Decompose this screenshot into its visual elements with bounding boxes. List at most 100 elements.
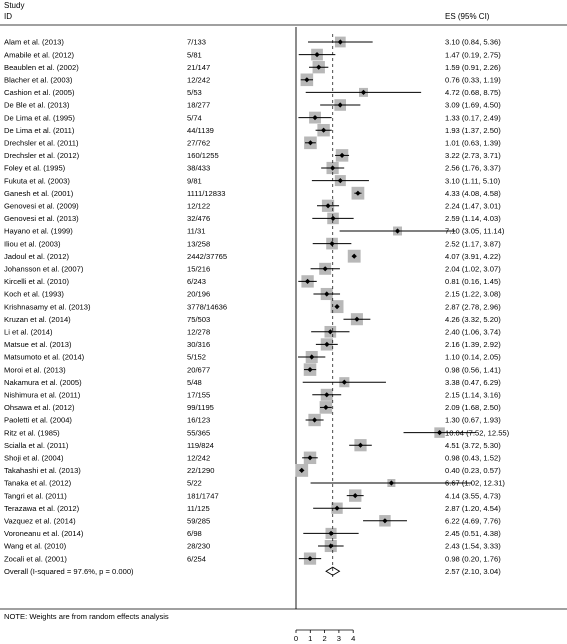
study-id-label: Alam et al. (2013) [4,38,64,47]
study-events-label: 5/53 [187,88,202,97]
study-es-label: 2.15 (1.22, 3.08) [445,290,501,299]
study-events-label: 99/1195 [187,403,214,412]
effect-point [334,505,340,511]
study-events-label: 15/216 [187,265,210,274]
header-id: ID [4,12,12,21]
effect-point [337,102,343,108]
study-events-label: 30/316 [187,340,210,349]
effect-point [324,341,330,347]
effect-point [382,518,388,524]
effect-point [324,291,330,297]
study-id-label: Genovesi et al. (2013) [4,214,79,223]
study-events-label: 21/147 [187,63,210,72]
study-es-label: 4.07 (3.91, 4.22) [445,252,501,261]
study-id-label: Moroi et al. (2013) [4,365,66,374]
x-tick-label: 4 [351,634,355,643]
effect-point [316,64,322,70]
study-events-label: 17/155 [187,391,210,400]
study-es-label: 2.87 (2.78, 2.96) [445,302,501,311]
study-id-label: De Ble et al. (2013) [4,101,70,110]
effect-point [357,442,364,448]
study-id-label: Genovesi et al. (2009) [4,202,79,211]
effect-point [328,543,334,549]
study-events-label: 38/433 [187,164,210,173]
effect-point [355,190,361,196]
effect-point [394,228,401,234]
study-es-label: 1.93 (1.37, 2.50) [445,126,501,135]
effect-point [299,467,305,473]
study-id-label: Amabile et al. (2012) [4,50,75,59]
study-es-label: 2.40 (1.06, 3.74) [445,328,501,337]
study-id-label: Beaublen et al. (2002) [4,63,79,72]
overall-es-label: 2.57 (2.10, 3.04) [445,567,501,576]
study-events-label: 16/123 [187,416,210,425]
study-id-label: Ohsawa et al. (2012) [4,403,75,412]
study-es-label: 4.33 (4.08, 4.58) [445,189,501,198]
study-es-label: 0.98 (0.56, 1.41) [445,365,501,374]
study-events-label: 5/152 [187,353,206,362]
effect-point [314,52,320,58]
effect-point [307,556,313,562]
study-es-label: 6.67 (1.02, 12.31) [445,479,505,488]
study-id-label: Nakamura et al. (2005) [4,378,82,387]
study-events-label: 5/74 [187,113,202,122]
study-es-label: 2.24 (1.47, 3.01) [445,202,501,211]
study-id-label: Li et al. (2014) [4,328,53,337]
study-events-label: 59/285 [187,517,210,526]
study-id-label: Terazawa et al. (2012) [4,504,80,513]
study-events-label: 181/1747 [187,491,219,500]
study-events-label: 32/476 [187,214,210,223]
study-id-label: Drechsler et al. (2011) [4,139,79,148]
effect-point [323,404,329,410]
study-es-label: 4.26 (3.32, 5.20) [445,315,501,324]
study-es-label: 1.10 (0.14, 2.05) [445,353,501,362]
study-events-label: 11/125 [187,504,210,513]
study-events-label: 12/242 [187,454,210,463]
study-id-label: Shoji et al. (2004) [4,454,64,463]
study-events-label: 9/81 [187,176,202,185]
study-es-label: 3.09 (1.69, 4.50) [445,101,501,110]
study-events-label: 160/1255 [187,151,219,160]
study-es-label: 2.04 (1.02, 3.07) [445,265,501,274]
study-id-label: De Lima et al. (1995) [4,113,75,122]
study-es-label: 7.10 (3.05, 11.14) [445,227,505,236]
study-events-label: 22/1290 [187,466,214,475]
x-tick-label: 3 [337,634,341,643]
study-id-label: Iliou et al. (2003) [4,239,61,248]
weights-note: NOTE: Weights are from random effects an… [4,612,169,621]
study-id-label: Matsue et al. (2013) [4,340,72,349]
effect-point [337,178,343,184]
study-id-label: Tanaka et al. (2012) [4,479,72,488]
study-events-label: 6/254 [187,554,206,563]
study-es-label: 1.01 (0.63, 1.39) [445,139,501,148]
study-es-label: 2.15 (1.14, 3.16) [445,391,501,400]
study-id-label: Takahashi et al. (2013) [4,466,81,475]
study-events-label: 75/503 [187,315,210,324]
study-events-label: 3778/14636 [187,302,227,311]
effect-point [360,89,367,95]
study-es-label: 2.59 (1.14, 4.03) [445,214,501,223]
effect-point [330,215,336,221]
effect-point [307,455,313,461]
study-es-label: 10.04 (7.52, 12.55) [445,428,510,437]
study-es-label: 0.76 (0.33, 1.19) [445,76,501,85]
study-events-label: 6/243 [187,277,206,286]
study-es-label: 0.98 (0.43, 1.52) [445,454,501,463]
study-es-label: 2.52 (1.17, 3.87) [445,239,501,248]
effect-point [328,530,334,536]
header-study: Study [4,1,24,10]
study-es-label: 6.22 (4.69, 7.76) [445,517,501,526]
overall-label: Overall (I-squared = 97.6%, p = 0.000) [4,567,134,576]
effect-point [341,379,347,385]
study-es-label: 3.22 (2.73, 3.71) [445,151,501,160]
study-id-label: Blacher et al. (2003) [4,76,73,85]
study-id-label: Fukuta et al. (2003) [4,176,70,185]
study-id-label: Ritz et al. (1985) [4,428,60,437]
overall-diamond [325,566,341,576]
study-id-label: Krishnasamy et al. (2013) [4,302,91,311]
effect-point [312,115,318,121]
study-es-label: 2.16 (1.39, 2.92) [445,340,501,349]
study-id-label: Tangri et al. (2011) [4,491,67,500]
study-rows: Alam et al. (2013) 7/133 3.10 (0.84, 5.36)… [4,27,510,609]
study-id-label: Drechsler et al. (2012) [4,151,80,160]
